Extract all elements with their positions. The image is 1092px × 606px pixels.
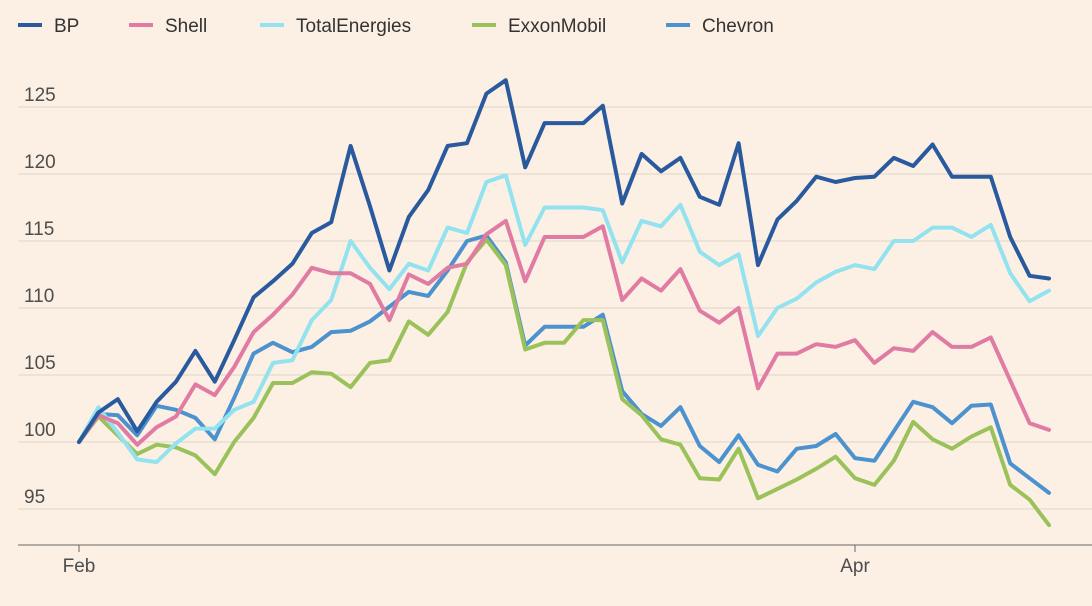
legend-item-chevron: Chevron — [666, 16, 774, 37]
x-axis: FebAprMay — [18, 544, 1092, 577]
series-line-totalenergies — [77, 173, 1051, 465]
legend-item-bp: BP — [18, 16, 79, 37]
legend-label: ExxonMobil — [508, 16, 606, 37]
y-tick-label: 95 — [24, 487, 45, 508]
legend-label: Chevron — [702, 16, 774, 37]
x-tick-label: Feb — [63, 556, 96, 577]
legend-item-totalenergies: TotalEnergies — [260, 16, 411, 37]
legend-item-shell: Shell — [129, 16, 207, 37]
legend-item-exxonmobil: ExxonMobil — [472, 16, 606, 37]
legend-label: TotalEnergies — [296, 16, 411, 37]
y-tick-label: 105 — [24, 353, 56, 374]
legend-label: BP — [54, 16, 79, 37]
plot-area — [77, 78, 1051, 528]
series-line-chevron — [77, 233, 1051, 495]
legend: BP Shell TotalEnergies ExxonMobil Chevron — [18, 16, 774, 37]
legend-label: Shell — [165, 16, 207, 37]
y-tick-label: 120 — [24, 152, 56, 173]
y-tick-label: 115 — [24, 219, 54, 240]
series-line-exxonmobil — [77, 237, 1051, 528]
series-line-bp — [77, 78, 1051, 444]
y-axis: 95 100 105 110 115 120 125 — [24, 85, 56, 508]
y-tick-label: 100 — [24, 420, 56, 441]
series-line-shell — [77, 218, 1051, 447]
y-tick-label: 110 — [24, 286, 54, 307]
y-tick-label: 125 — [24, 85, 56, 106]
x-tick-label: Apr — [840, 556, 870, 577]
